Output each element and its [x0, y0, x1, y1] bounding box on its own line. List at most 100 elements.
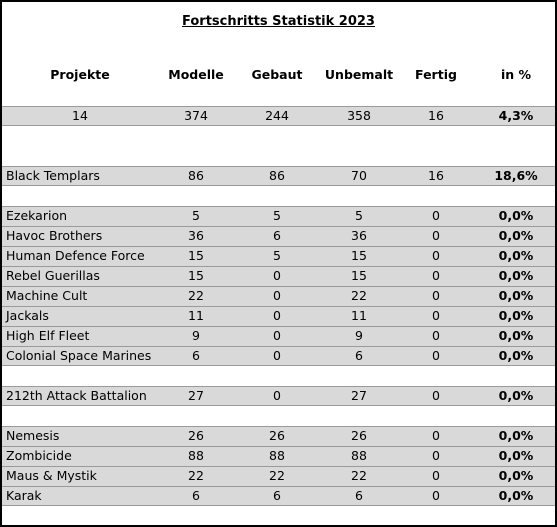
value-cell: 9: [355, 328, 363, 343]
table-row: [2, 206, 555, 226]
value-cell: 0,0%: [498, 268, 534, 283]
project-name: Machine Cult: [6, 288, 88, 303]
column-header: Unbemalt: [324, 67, 394, 82]
value-cell: 6: [273, 488, 281, 503]
project-name: Rebel Guerillas: [6, 268, 100, 283]
project-name: Colonial Space Marines: [6, 348, 152, 363]
value-cell: 22: [188, 288, 204, 303]
value-cell: 0: [432, 248, 440, 263]
summary-cell: 374: [184, 108, 208, 123]
project-name: Jackals: [6, 308, 49, 323]
column-header: Modelle: [168, 67, 224, 82]
summary-cell: 4,3%: [498, 108, 534, 123]
value-cell: 6: [192, 348, 200, 363]
project-name: Black Templars: [6, 168, 100, 183]
value-cell: 16: [428, 168, 444, 183]
value-cell: 0,0%: [498, 468, 534, 483]
table-row: [2, 386, 555, 406]
value-cell: 0: [432, 328, 440, 343]
title: Fortschritts Statistik 2023: [182, 14, 375, 29]
value-cell: 22: [351, 288, 367, 303]
table-row: [2, 166, 555, 186]
summary-cell: 14: [72, 108, 88, 123]
summary-cell: 358: [347, 108, 371, 123]
project-name: Karak: [6, 488, 42, 503]
table-row: [2, 446, 555, 466]
value-cell: 0,0%: [498, 448, 534, 463]
value-cell: 0,0%: [498, 208, 534, 223]
value-cell: 0: [273, 348, 281, 363]
value-cell: 86: [188, 168, 204, 183]
column-header: Projekte: [50, 67, 110, 82]
value-cell: 0: [432, 308, 440, 323]
value-cell: 0: [432, 468, 440, 483]
project-name: 212th Attack Battalion: [6, 388, 147, 403]
value-cell: 0,0%: [498, 388, 534, 403]
project-name: Nemesis: [6, 428, 60, 443]
table-row: [2, 326, 555, 346]
value-cell: 0: [273, 288, 281, 303]
table-row: [2, 426, 555, 446]
column-header: Gebaut: [251, 67, 303, 82]
project-name: Human Defence Force: [6, 248, 145, 263]
value-cell: 15: [351, 268, 367, 283]
value-cell: 26: [269, 428, 285, 443]
value-cell: 0,0%: [498, 228, 534, 243]
value-cell: 0: [273, 268, 281, 283]
value-cell: 0: [432, 388, 440, 403]
value-cell: 15: [351, 248, 367, 263]
value-cell: 36: [351, 228, 367, 243]
value-cell: 22: [269, 468, 285, 483]
value-cell: 15: [188, 268, 204, 283]
table-row: [2, 486, 555, 506]
value-cell: 6: [192, 488, 200, 503]
value-cell: 9: [192, 328, 200, 343]
value-cell: 5: [273, 208, 281, 223]
project-name: High Elf Fleet: [6, 328, 90, 343]
value-cell: 6: [355, 488, 363, 503]
value-cell: 0,0%: [498, 288, 534, 303]
value-cell: 0,0%: [498, 348, 534, 363]
value-cell: 26: [351, 428, 367, 443]
value-cell: 5: [192, 208, 200, 223]
value-cell: 88: [188, 448, 204, 463]
value-cell: 0: [432, 268, 440, 283]
value-cell: 70: [351, 168, 367, 183]
table-row: [2, 226, 555, 246]
value-cell: 0: [432, 348, 440, 363]
value-cell: 0,0%: [498, 328, 534, 343]
value-cell: 0: [432, 208, 440, 223]
value-cell: 27: [188, 388, 204, 403]
value-cell: 0: [432, 448, 440, 463]
column-header: in %: [500, 67, 532, 82]
table-row: [2, 466, 555, 486]
project-name: Havoc Brothers: [6, 228, 103, 243]
value-cell: 22: [188, 468, 204, 483]
value-cell: 0,0%: [498, 488, 534, 503]
value-cell: 0: [432, 488, 440, 503]
value-cell: 11: [188, 308, 204, 323]
value-cell: 0,0%: [498, 248, 534, 263]
value-cell: 86: [269, 168, 285, 183]
value-cell: 88: [351, 448, 367, 463]
column-header: Fertig: [415, 67, 457, 82]
value-cell: 88: [269, 448, 285, 463]
value-cell: 36: [188, 228, 204, 243]
value-cell: 22: [351, 468, 367, 483]
project-name: Maus & Mystik: [6, 468, 97, 483]
summary-cell: 16: [428, 108, 444, 123]
value-cell: 0: [273, 388, 281, 403]
value-cell: 27: [351, 388, 367, 403]
value-cell: 0: [432, 428, 440, 443]
value-cell: 0: [432, 228, 440, 243]
table-row: [2, 286, 555, 306]
summary-cell: 244: [265, 108, 289, 123]
table-row: [2, 266, 555, 286]
value-cell: 6: [273, 228, 281, 243]
project-name: Ezekarion: [6, 208, 68, 223]
table-row: [2, 306, 555, 326]
value-cell: 5: [273, 248, 281, 263]
value-cell: 0: [273, 328, 281, 343]
table-row: [2, 246, 555, 266]
